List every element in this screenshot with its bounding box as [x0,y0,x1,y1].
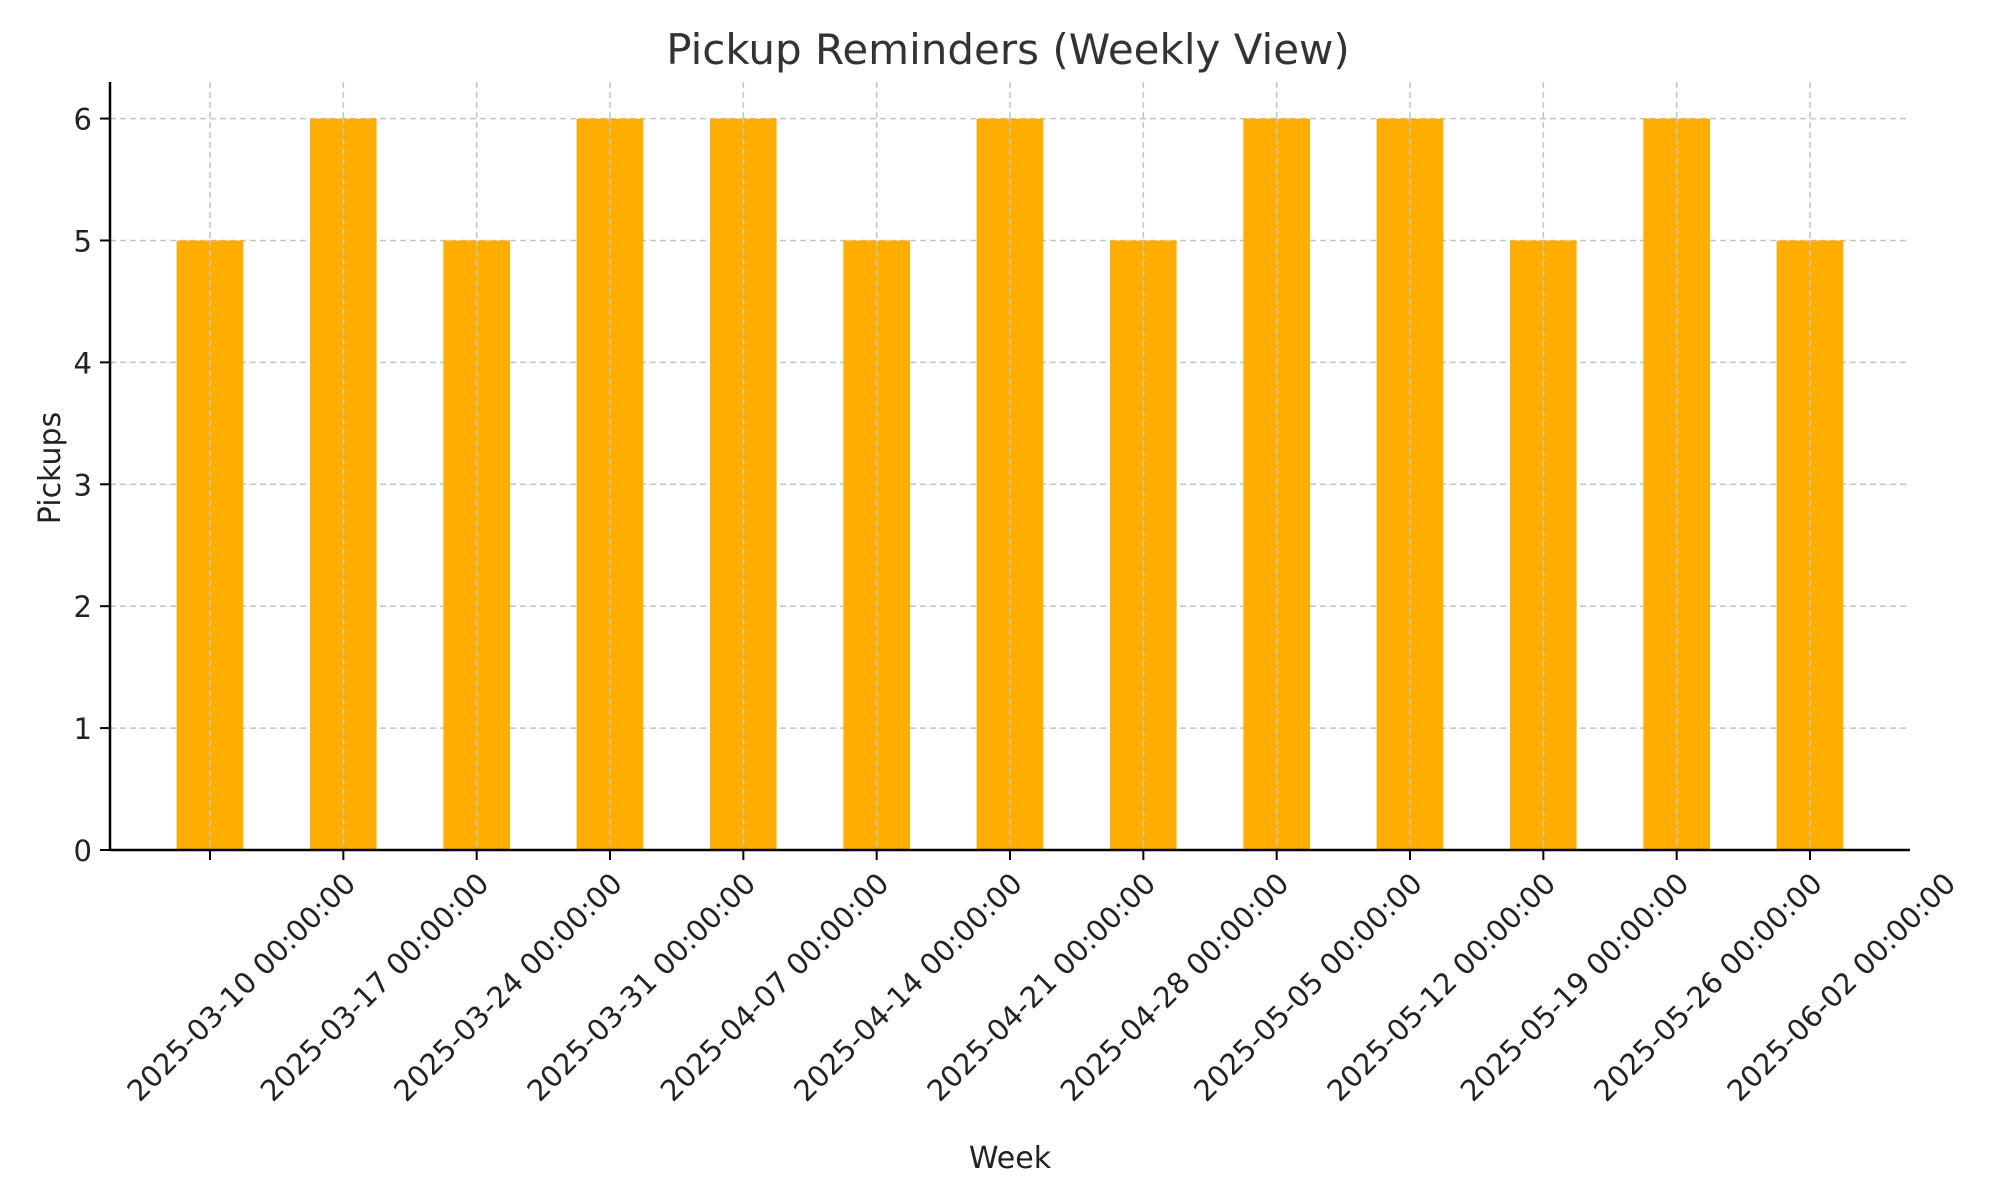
x-tick-label: 2025-05-26 00:00:00 [1587,866,1829,1108]
x-tick-label: 2025-03-10 00:00:00 [120,866,362,1108]
x-tick-label: 2025-03-17 00:00:00 [254,866,496,1108]
x-tick-label: 2025-05-19 00:00:00 [1454,866,1696,1108]
y-tick-label: 0 [74,834,92,868]
x-tick-label: 2025-04-07 00:00:00 [654,866,896,1108]
x-axis-label: Week [969,1141,1052,1176]
y-tick-label: 2 [74,590,92,624]
x-tick-label: 2025-04-14 00:00:00 [787,866,1029,1108]
x-tick-label: 2025-04-28 00:00:00 [1054,866,1296,1108]
x-tick-label: 2025-05-05 00:00:00 [1187,866,1429,1108]
x-tick-label: 2025-03-31 00:00:00 [520,866,762,1108]
y-tick-label: 4 [74,346,92,380]
y-axis-label: Pickups [33,412,68,524]
y-ticks: 0 1 2 3 4 5 6 [74,103,110,868]
y-tick-label: 3 [74,468,92,502]
x-tick-label: 2025-06-02 00:00:00 [1720,866,1962,1108]
x-tick-label: 2025-04-21 00:00:00 [920,866,1162,1108]
y-tick-label: 6 [74,103,92,137]
x-tick-label: 2025-05-12 00:00:00 [1320,866,1562,1108]
chart-title: Pickup Reminders (Weekly View) [666,25,1350,74]
y-tick-label: 5 [74,224,92,258]
y-tick-label: 1 [74,712,92,746]
x-tick-label: 2025-03-24 00:00:00 [387,866,629,1108]
bars [176,118,1844,851]
